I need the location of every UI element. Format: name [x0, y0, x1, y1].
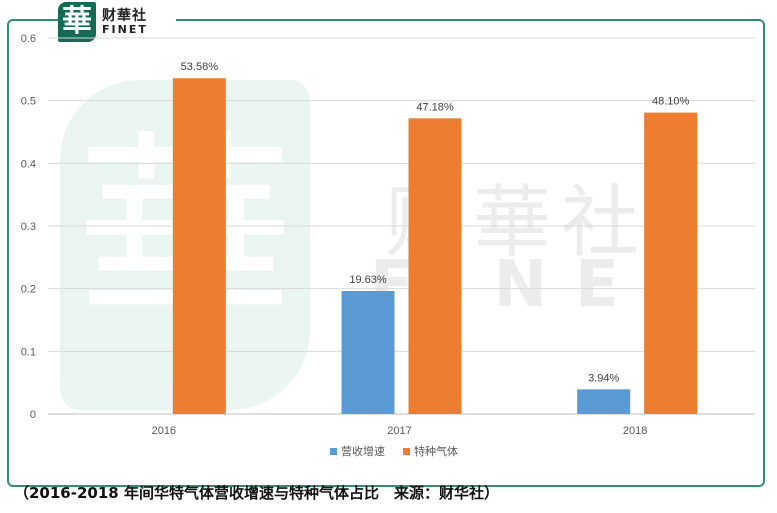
- data-label: 3.94%: [588, 372, 619, 384]
- legend-label: 特种气体: [414, 444, 458, 458]
- y-tick-label: 0.6: [21, 33, 36, 45]
- brand-mark: 華: [58, 2, 96, 42]
- legend-label: 营收增速: [341, 444, 385, 458]
- data-label: 19.63%: [349, 274, 387, 286]
- bar-revenue-growth: [341, 290, 395, 414]
- legend-swatch: [403, 448, 410, 455]
- x-tick-label: 2017: [387, 425, 411, 437]
- bar-special-gas: [408, 118, 462, 414]
- legend-swatch: [330, 448, 337, 455]
- data-label: 47.18%: [416, 101, 454, 113]
- y-tick-label: 0: [30, 409, 36, 421]
- bar-revenue-growth: [577, 389, 631, 414]
- brand-name-en: FINET: [102, 23, 148, 36]
- chart-frame: [7, 19, 765, 487]
- x-tick-label: 2016: [152, 425, 176, 437]
- bar-special-gas: [172, 78, 226, 415]
- data-label: 53.58%: [181, 61, 219, 73]
- bar-special-gas: [644, 112, 698, 414]
- y-tick-label: 0.2: [21, 284, 36, 296]
- brand-name-cn: 财華社: [102, 8, 147, 24]
- brand-text: 财華社 FINET: [102, 8, 148, 36]
- y-tick-label: 0.3: [21, 221, 36, 233]
- y-tick-label: 0.5: [21, 96, 36, 108]
- y-tick-label: 0.4: [21, 158, 36, 170]
- y-tick-label: 0.1: [21, 346, 36, 358]
- chart-caption: （2016-2018 年间华特气体营收增速与特种气体占比 来源：财华社）: [14, 484, 499, 502]
- brand-logo: 華 财華社 FINET: [58, 0, 176, 44]
- data-label: 48.10%: [652, 96, 690, 108]
- x-tick-label: 2018: [623, 425, 647, 437]
